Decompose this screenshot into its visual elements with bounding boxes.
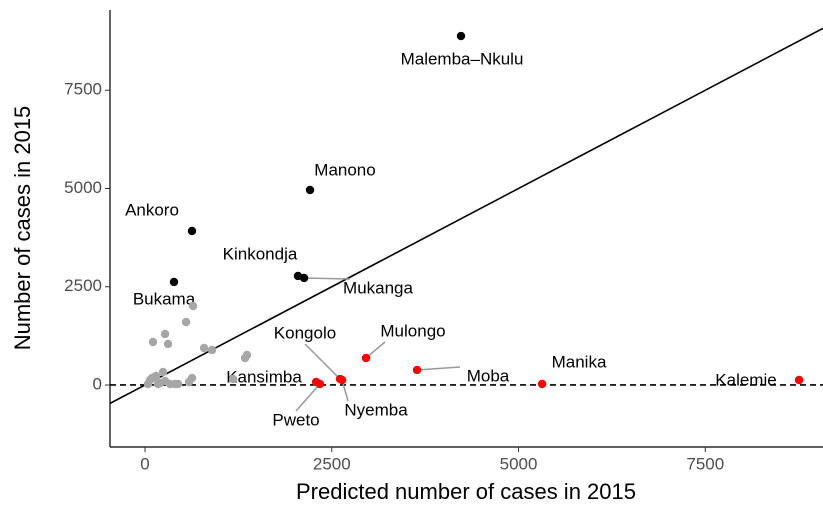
point-label: Manono [314,160,375,179]
point [299,273,309,283]
point-label: Moba [467,366,510,385]
point-label: Malemba–Nkulu [401,49,524,68]
point [456,31,466,41]
y-axis-title: Number of cases in 2015 [10,106,35,351]
point [315,379,325,389]
plot-area [110,27,823,405]
leader-line [304,343,341,380]
reference-line [110,27,823,405]
point [160,329,170,339]
point [181,317,191,327]
point [361,353,371,363]
point [305,185,315,195]
leader-line [295,383,321,412]
y-tick-label: 7500 [64,80,102,99]
point [169,277,179,287]
point [143,379,153,389]
point-label: Mulongo [380,321,445,340]
point [335,374,345,384]
point-label: Ankoro [125,200,179,219]
point [173,379,183,389]
x-tick-label: 0 [140,454,149,473]
point [151,371,161,381]
point-label: Nyemba [344,400,408,419]
y-tick-label: 5000 [64,178,102,197]
x-axis-title: Predicted number of cases in 2015 [296,479,636,504]
point-label: Mukanga [343,278,413,297]
point-label: Kalemie [715,370,776,389]
point [158,367,168,377]
point-label: Kongolo [274,323,336,342]
point-label: Kinkondja [223,244,298,263]
point [187,226,197,236]
point [199,343,209,353]
point [537,379,547,389]
x-tick-label: 5000 [500,454,538,473]
point [153,379,163,389]
point-label: Manika [552,352,607,371]
point [148,337,158,347]
point [412,365,422,375]
point [187,373,197,383]
x-tick-label: 2500 [313,454,351,473]
y-tick-label: 0 [93,374,102,393]
point [188,301,198,311]
point [242,350,252,360]
leader-line [304,277,351,280]
point-label: Pweto [272,410,319,429]
point-label: Bukama [133,289,196,308]
point [228,374,238,384]
x-tick-label: 7500 [686,454,724,473]
point [207,345,217,355]
point-label: Kansimba [226,367,302,386]
y-tick-label: 2500 [64,276,102,295]
point [794,375,804,385]
leader-line [416,366,461,371]
point [163,339,173,349]
